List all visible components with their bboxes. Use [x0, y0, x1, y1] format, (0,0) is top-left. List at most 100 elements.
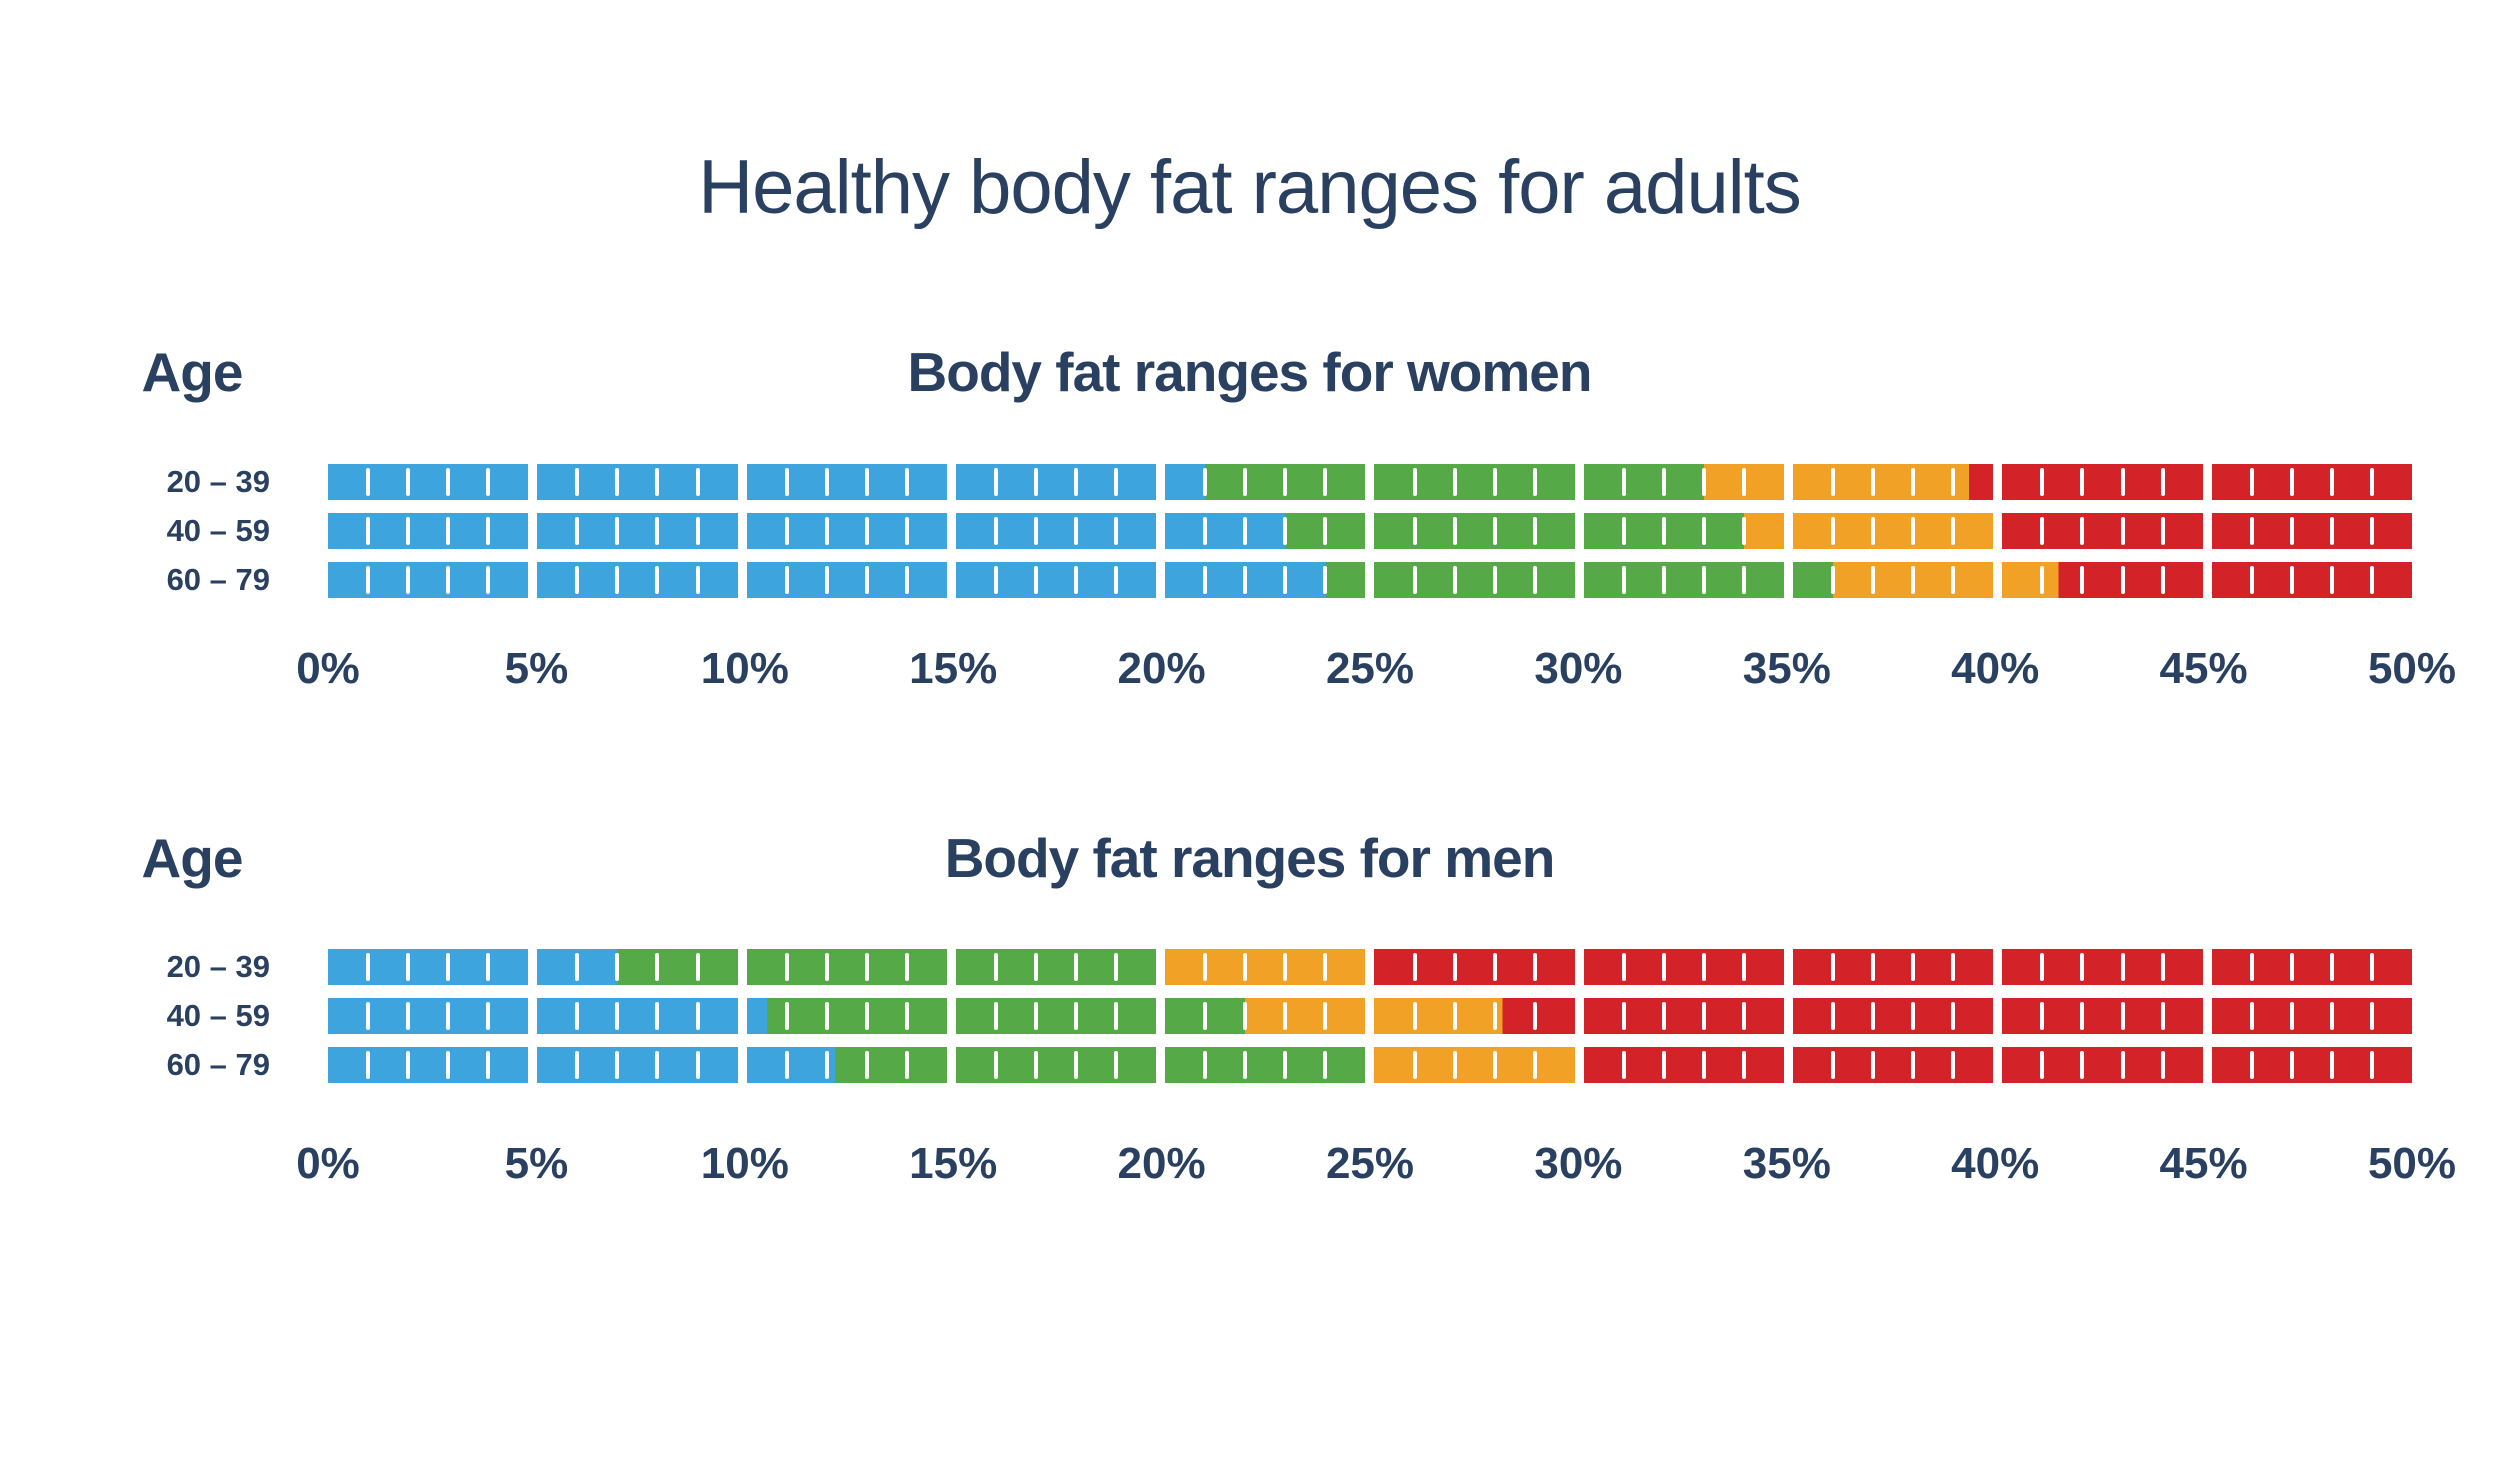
minor-tick-mark [2120, 517, 2125, 545]
bar-block [2002, 513, 2203, 549]
bar-block [2002, 1047, 2203, 1083]
minor-tick-mark [2249, 1002, 2254, 1030]
minor-tick-mark [1831, 953, 1836, 981]
minor-tick-mark [1701, 566, 1706, 594]
axis-tick-label: 15% [909, 1139, 998, 1188]
minor-tick-mark [486, 566, 491, 594]
bar-block [1793, 949, 1994, 985]
minor-tick-mark [1243, 468, 1248, 496]
minor-tick-mark [1412, 468, 1417, 496]
minor-tick-mark [446, 566, 451, 594]
minor-tick-mark [655, 468, 660, 496]
bar-block [746, 1047, 947, 1083]
minor-tick-mark [1951, 953, 1956, 981]
minor-tick-mark [1114, 953, 1119, 981]
minor-tick-mark [1871, 566, 1876, 594]
minor-tick-mark [2080, 1002, 2085, 1030]
minor-tick-mark [1323, 566, 1328, 594]
minor-tick-mark [1492, 1051, 1497, 1079]
minor-tick-mark [615, 517, 620, 545]
minor-tick-mark [615, 953, 620, 981]
minor-tick-mark [904, 517, 909, 545]
minor-tick-mark [695, 517, 700, 545]
minor-tick-mark [1452, 517, 1457, 545]
bar-row: 40 – 59 [167, 513, 2412, 549]
bar-block [1793, 513, 1994, 549]
minor-tick-mark [1661, 517, 1666, 545]
minor-tick-mark [366, 953, 371, 981]
axis-tick-label: 45% [2159, 1139, 2248, 1188]
minor-tick-mark [446, 1002, 451, 1030]
bar-row: 20 – 39 [167, 949, 2412, 985]
bar-block [746, 513, 947, 549]
minor-tick-mark [864, 468, 869, 496]
minor-tick-mark [1114, 517, 1119, 545]
minor-tick-mark [2040, 953, 2045, 981]
minor-tick-mark [2369, 468, 2374, 496]
row-age-label: 60 – 79 [166, 562, 270, 597]
minor-tick-mark [1034, 1002, 1038, 1030]
minor-tick-mark [1661, 468, 1666, 496]
minor-tick-mark [824, 517, 829, 545]
bar-block [2002, 464, 2203, 500]
axis-tick-label: 45% [2159, 644, 2248, 693]
minor-tick-mark [2160, 953, 2165, 981]
minor-tick-mark [695, 566, 700, 594]
axis-tick-label: 25% [1325, 1139, 1415, 1188]
bar-block [2211, 464, 2412, 500]
minor-tick-mark [2369, 1051, 2374, 1079]
minor-tick-mark [2160, 468, 2165, 496]
minor-tick-mark [864, 517, 869, 545]
minor-tick-mark [1034, 468, 1038, 496]
minor-tick-mark [1243, 953, 1248, 981]
x-axis-men: 0% 5% 10% 15% 20% 25% 30% 35% 40% 45% 50% [296, 1139, 2456, 1192]
minor-tick-mark [2080, 1051, 2085, 1079]
minor-tick-mark [2289, 517, 2294, 545]
minor-tick-mark [1831, 1051, 1836, 1079]
bar-block [328, 513, 529, 549]
minor-tick-mark [2329, 468, 2334, 496]
minor-tick-mark [1831, 517, 1836, 545]
bar-block [1165, 949, 1366, 985]
bar-block [1793, 464, 1994, 500]
minor-tick-mark [1871, 468, 1876, 496]
minor-tick-mark [1532, 1051, 1537, 1079]
minor-tick-mark [366, 1002, 371, 1030]
x-axis-women: 0% 5% 10% 15% 20% 25% 30% 35% 40% 45% 50% [296, 644, 2456, 697]
minor-tick-mark [864, 1002, 869, 1030]
minor-tick-mark [2120, 953, 2125, 981]
bar-block [328, 949, 529, 985]
bar-block [1793, 562, 1994, 598]
minor-tick-mark [406, 468, 411, 496]
minor-tick-mark [784, 468, 789, 496]
bar-block [2211, 998, 2412, 1034]
minor-tick-mark [2369, 1002, 2374, 1030]
minor-tick-mark [2080, 468, 2085, 496]
bar-block [328, 464, 529, 500]
minor-tick-mark [2120, 566, 2125, 594]
minor-tick-mark [1323, 1051, 1328, 1079]
minor-tick-mark [1243, 1051, 1248, 1079]
minor-tick-mark [1911, 953, 1916, 981]
segmented-bar [328, 998, 2412, 1034]
minor-tick-mark [2120, 1051, 2125, 1079]
minor-tick-mark [1871, 517, 1876, 545]
minor-tick-mark [1074, 953, 1079, 981]
minor-tick-mark [2080, 953, 2085, 981]
minor-tick-mark [1701, 1002, 1706, 1030]
minor-tick-mark [1074, 566, 1079, 594]
minor-tick-mark [1742, 1002, 1747, 1030]
minor-tick-mark [1742, 468, 1747, 496]
minor-tick-mark [1074, 1051, 1079, 1079]
minor-tick-mark [1034, 953, 1038, 981]
minor-tick-mark [1114, 1002, 1119, 1030]
minor-tick-mark [406, 953, 411, 981]
bar-block [746, 998, 947, 1034]
axis-tick-label: 10% [700, 644, 789, 693]
minor-tick-mark [1871, 953, 1876, 981]
bar-block [955, 949, 1157, 985]
minor-tick-mark [784, 517, 789, 545]
minor-tick-mark [1452, 468, 1457, 496]
minor-tick-mark [2329, 566, 2334, 594]
axis-tick-label: 30% [1534, 644, 1623, 693]
